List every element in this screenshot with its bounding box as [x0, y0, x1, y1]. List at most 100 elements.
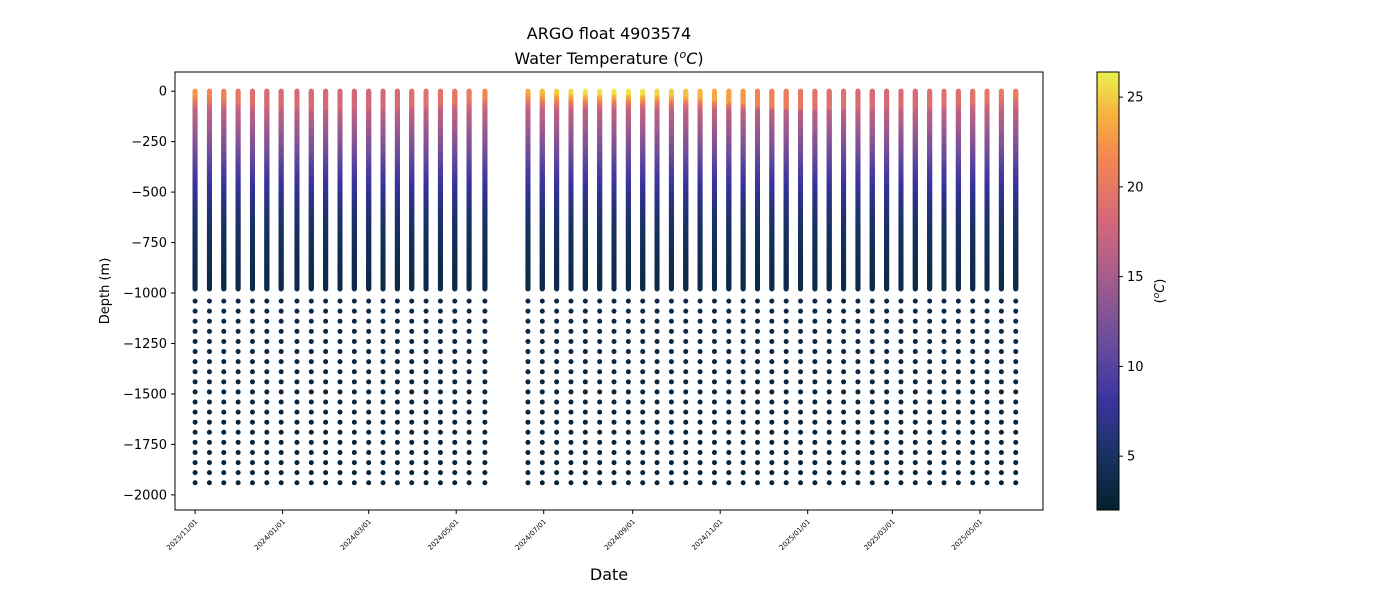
data-point [193, 450, 198, 455]
data-point [250, 420, 255, 425]
data-point [207, 329, 212, 334]
data-point [250, 410, 255, 415]
data-point [294, 460, 299, 465]
data-point [250, 379, 255, 384]
data-point [236, 349, 241, 354]
data-point [264, 480, 269, 485]
data-point [207, 400, 212, 405]
data-point [221, 470, 226, 475]
data-point [264, 430, 269, 435]
data-point [279, 389, 284, 394]
data-point [207, 470, 212, 475]
data-point [264, 400, 269, 405]
data-point [279, 379, 284, 384]
data-point [207, 349, 212, 354]
data-point [221, 440, 226, 445]
data-point [193, 440, 198, 445]
data-point [221, 369, 226, 374]
data-point [279, 349, 284, 354]
data-point [221, 450, 226, 455]
data-point [236, 359, 241, 364]
data-point [207, 440, 212, 445]
data-point [294, 369, 299, 374]
data-point [279, 420, 284, 425]
data-point [250, 309, 255, 314]
data-point [207, 410, 212, 415]
data-point [294, 339, 299, 344]
data-point [207, 369, 212, 374]
data-point [309, 309, 314, 314]
data-point [294, 329, 299, 334]
chart-subtitle: Water Temperature (oC) [514, 48, 703, 69]
data-point [221, 349, 226, 354]
plot-background [175, 72, 1043, 510]
data-point [264, 309, 269, 314]
data-point [221, 480, 226, 485]
data-point [221, 286, 226, 291]
data-point [264, 369, 269, 374]
data-point [193, 299, 198, 304]
data-point [221, 410, 226, 415]
data-point [236, 400, 241, 405]
data-point [250, 299, 255, 304]
data-point [250, 349, 255, 354]
data-point [309, 430, 314, 435]
data-point [279, 319, 284, 324]
data-point [236, 440, 241, 445]
data-point [264, 339, 269, 344]
data-point [250, 440, 255, 445]
data-point [309, 349, 314, 354]
data-point [207, 286, 212, 291]
data-point [279, 440, 284, 445]
data-point [221, 460, 226, 465]
data-point [207, 379, 212, 384]
data-point [279, 329, 284, 334]
data-point [250, 359, 255, 364]
data-point [279, 286, 284, 291]
data-point [279, 460, 284, 465]
data-point [250, 389, 255, 394]
data-point [207, 430, 212, 435]
data-point [264, 440, 269, 445]
data-point [207, 309, 212, 314]
data-point [207, 450, 212, 455]
chart-title: ARGO float 4903574 [527, 24, 691, 43]
data-point [236, 450, 241, 455]
data-point [207, 480, 212, 485]
data-point [250, 329, 255, 334]
data-point [264, 410, 269, 415]
data-point [294, 359, 299, 364]
data-point [236, 379, 241, 384]
data-point [236, 309, 241, 314]
data-point [193, 400, 198, 405]
data-point [279, 430, 284, 435]
data-point [264, 329, 269, 334]
data-point [264, 420, 269, 425]
data-point [193, 430, 198, 435]
data-point [294, 410, 299, 415]
data-point [264, 359, 269, 364]
data-point [221, 420, 226, 425]
data-point [236, 286, 241, 291]
data-point [236, 410, 241, 415]
data-point [309, 379, 314, 384]
data-point [294, 470, 299, 475]
data-point [207, 299, 212, 304]
data-point [193, 480, 198, 485]
data-point [309, 369, 314, 374]
data-point [250, 470, 255, 475]
data-point [193, 379, 198, 384]
data-point [309, 339, 314, 344]
data-point [221, 400, 226, 405]
data-point [221, 309, 226, 314]
data-point [294, 430, 299, 435]
data-point [236, 480, 241, 485]
data-point [193, 359, 198, 364]
data-point [250, 286, 255, 291]
data-point [221, 430, 226, 435]
data-point [264, 299, 269, 304]
data-point [236, 339, 241, 344]
data-point [221, 339, 226, 344]
data-point [264, 319, 269, 324]
data-point [236, 420, 241, 425]
